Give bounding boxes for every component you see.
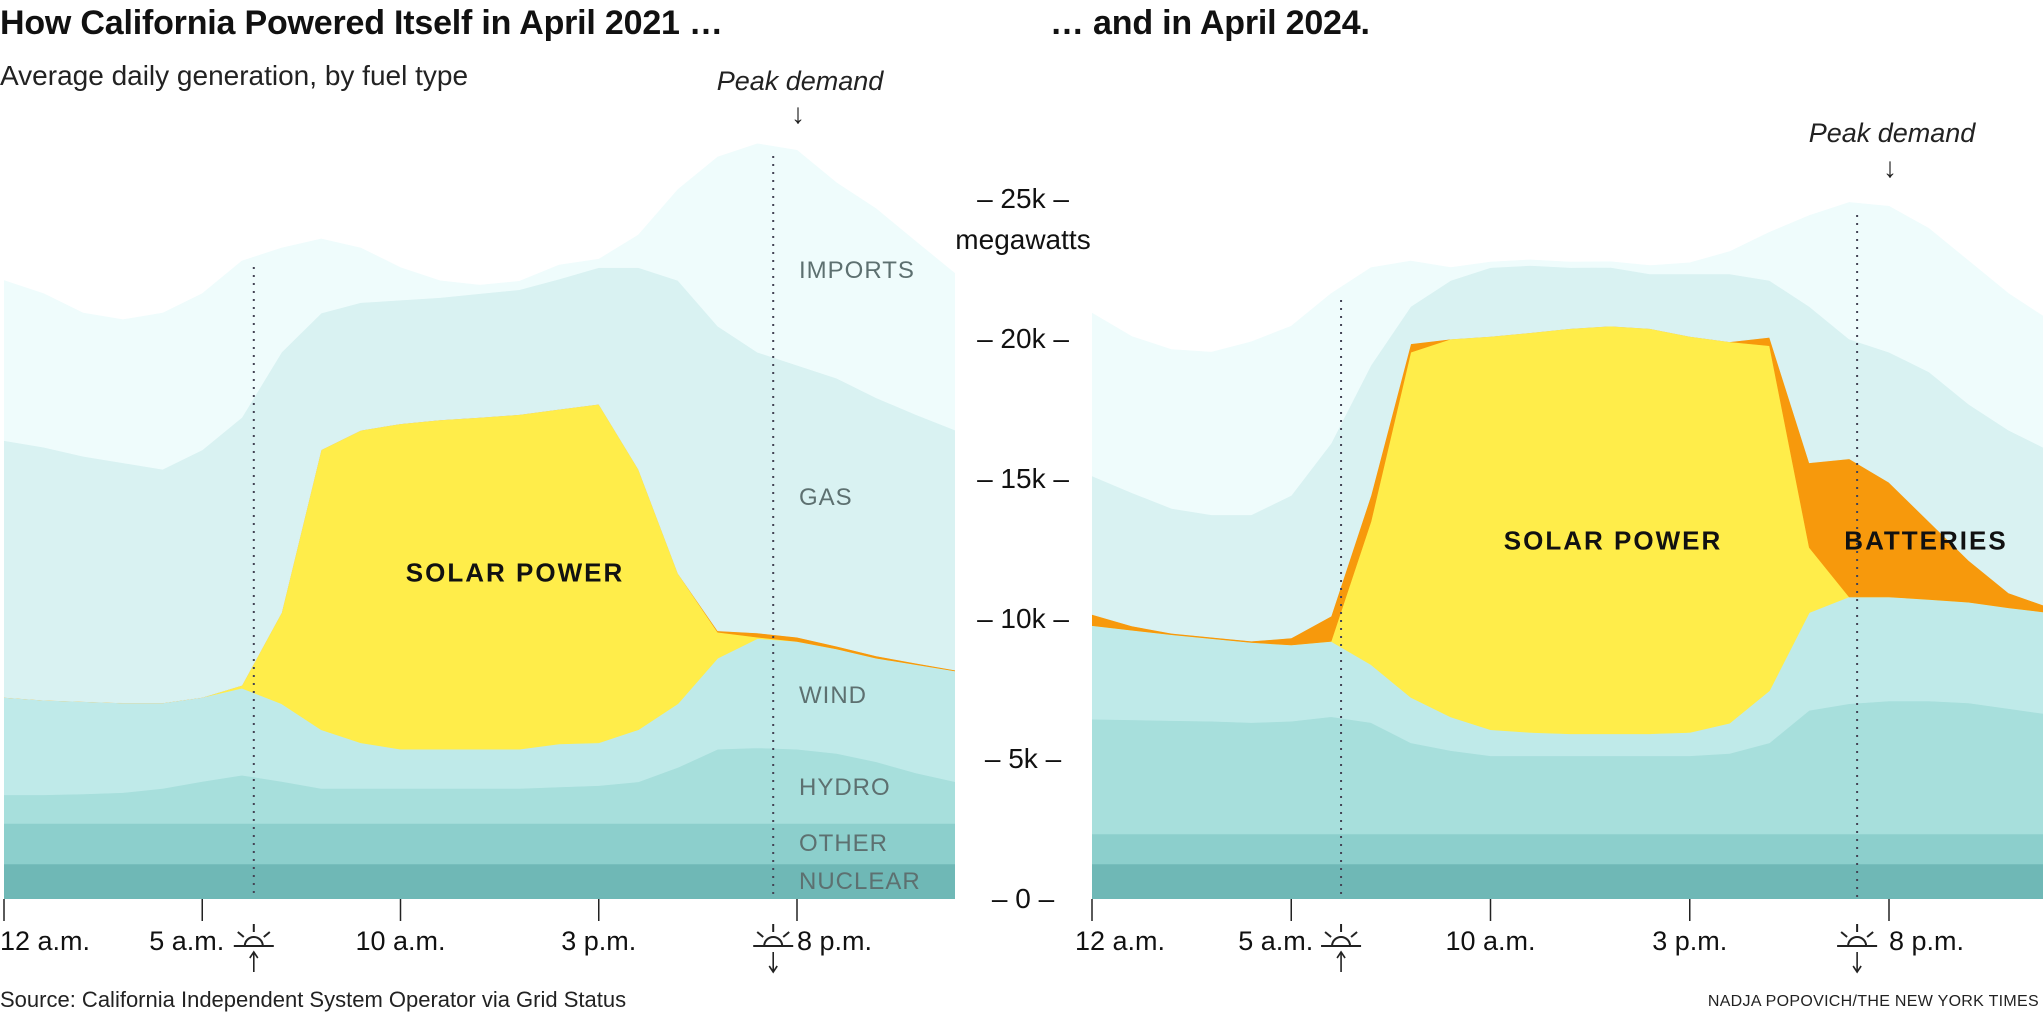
source-note: Source: California Independent System Op… xyxy=(0,987,627,1012)
y-tick-label: 10k xyxy=(1000,603,1046,634)
x-tick-label: 10 a.m. xyxy=(355,926,445,956)
right-chart-title: … and in April 2024. xyxy=(1050,4,1370,42)
subtitle: Average daily generation, by fuel type xyxy=(0,60,469,91)
wind-label: WIND xyxy=(799,682,867,709)
sunset-icon xyxy=(753,924,794,974)
y-tick-label: 5k xyxy=(1008,743,1038,774)
x-tick-label: 3 p.m. xyxy=(1652,926,1727,956)
y-tick-label: 25k xyxy=(1000,183,1046,214)
y-tick-label: 20k xyxy=(1000,323,1046,354)
sunrise-icon xyxy=(1321,924,1362,972)
right-peak-demand-arrow-icon: ↓ xyxy=(1883,152,1897,183)
x-tick-label: 12 a.m. xyxy=(1075,926,1165,956)
area-other xyxy=(1092,833,2043,865)
left-peak-demand-arrow-icon: ↓ xyxy=(791,98,805,129)
y-tick-25k: – 25k – xyxy=(977,183,1069,214)
y-tick-10k: – 10k – xyxy=(977,603,1069,634)
y-tick-5k: – 5k – xyxy=(984,743,1062,774)
x-tick-label: 3 p.m. xyxy=(561,926,636,956)
right-batteries-label: BATTERIES xyxy=(1844,525,2008,556)
sunset-icon xyxy=(1837,924,1878,974)
x-tick-label: 5 a.m. xyxy=(149,926,224,956)
imports-label: IMPORTS xyxy=(799,257,915,284)
area-imports xyxy=(4,143,955,470)
x-tick-label: 8 p.m. xyxy=(1889,926,1964,956)
x-tick-label: 5 a.m. xyxy=(1238,926,1313,956)
left-peak-demand-label: Peak demand xyxy=(716,66,884,96)
left-chart-title: How California Powered Itself in April 2… xyxy=(0,4,723,42)
y-tick-0: – 0 – xyxy=(991,883,1055,914)
y-tick-label: 0 xyxy=(1015,883,1031,914)
right-peak-demand-label: Peak demand xyxy=(1808,118,1976,148)
other-label: OTHER xyxy=(799,830,888,857)
chart-1-areas xyxy=(1092,202,2043,899)
left-solar-label: SOLAR POWER xyxy=(405,557,625,588)
y-tick-20k: – 20k – xyxy=(977,323,1069,354)
x-tick-label: 10 a.m. xyxy=(1445,926,1535,956)
y-tick-15k: – 15k – xyxy=(977,463,1069,494)
x-tick-label: 8 p.m. xyxy=(797,926,872,956)
chart-0-areas xyxy=(4,143,955,899)
credit-line: NADJA POPOVICH/THE NEW YORK TIMES xyxy=(1707,993,2039,1010)
nuclear-label: NUCLEAR xyxy=(799,868,921,895)
right-solar-label: SOLAR POWER xyxy=(1503,525,1723,556)
x-tick-label: 12 a.m. xyxy=(0,926,90,956)
y-tick-label: 15k xyxy=(1000,463,1046,494)
gas-label: GAS xyxy=(799,484,853,511)
y-axis-unit: megawatts xyxy=(955,224,1091,255)
area-nuclear xyxy=(1092,863,2043,899)
hydro-label: HYDRO xyxy=(799,774,891,801)
area-imports xyxy=(1092,202,2043,516)
sunrise-icon xyxy=(233,924,274,972)
